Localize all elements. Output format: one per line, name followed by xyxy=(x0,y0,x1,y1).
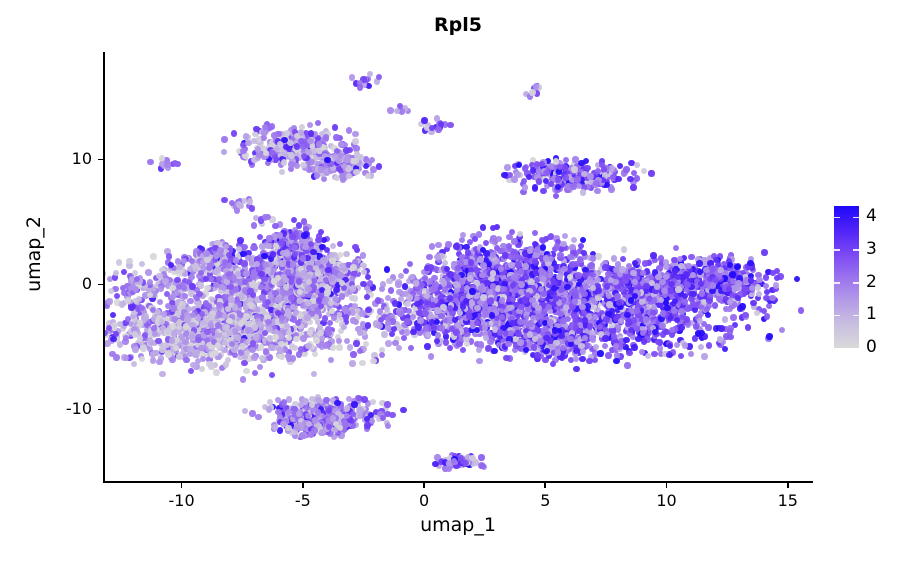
x-tick-mark xyxy=(544,483,547,488)
colorbar-tick-mark xyxy=(834,281,840,284)
x-tick-mark xyxy=(423,483,425,488)
y-axis-label: umap_2 xyxy=(23,134,45,374)
colorbar-tick-label: 1 xyxy=(866,304,877,324)
x-tick-label: 15 xyxy=(758,491,818,510)
y-tick-mark xyxy=(98,408,103,411)
y-tick-label: 10 xyxy=(0,149,92,168)
colorbar-tick-label: 2 xyxy=(866,272,877,292)
colorbar-tick-mark xyxy=(853,281,859,284)
x-tick-mark xyxy=(180,483,183,488)
y-tick-label: -10 xyxy=(0,399,92,418)
x-tick-label: -5 xyxy=(273,491,333,510)
page-title: Rpl5 xyxy=(104,14,812,36)
x-tick-mark xyxy=(665,483,668,488)
x-axis-label: umap_1 xyxy=(104,514,812,536)
x-tick-mark xyxy=(302,483,304,488)
colorbar-gradient xyxy=(834,206,859,348)
colorbar-tick-label: 0 xyxy=(866,337,877,357)
y-tick-label: 0 xyxy=(0,274,92,293)
colorbar-tick-mark xyxy=(834,216,840,219)
colorbar-tick-label: 3 xyxy=(866,239,877,259)
colorbar-tick-mark xyxy=(853,249,859,251)
colorbar-tick-mark xyxy=(853,216,859,219)
x-tick-mark xyxy=(786,483,789,488)
colorbar-tick-mark xyxy=(853,314,859,317)
colorbar-tick-mark xyxy=(834,314,840,317)
scatter-points-layer[interactable] xyxy=(104,52,812,482)
x-tick-label: 0 xyxy=(394,491,454,510)
colorbar[interactable] xyxy=(834,206,859,348)
x-tick-label: 5 xyxy=(515,491,575,510)
y-tick-mark xyxy=(98,158,103,161)
colorbar-tick-mark xyxy=(834,249,840,251)
x-axis-spine xyxy=(103,481,813,483)
x-tick-label: 10 xyxy=(637,491,697,510)
y-axis-spine xyxy=(103,52,105,483)
y-tick-mark xyxy=(98,283,103,286)
colorbar-tick-label: 4 xyxy=(866,206,877,226)
x-tick-label: -10 xyxy=(152,491,212,510)
